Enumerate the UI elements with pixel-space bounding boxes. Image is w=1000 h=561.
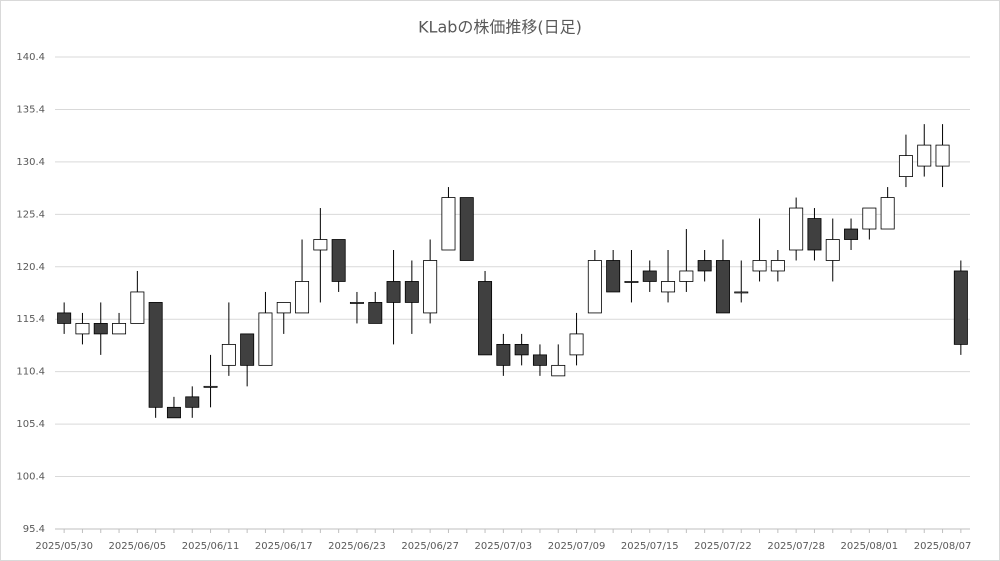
x-tick-label: 2025/07/28 bbox=[767, 541, 825, 552]
candle-body bbox=[624, 281, 639, 283]
y-tick-label: 110.4 bbox=[16, 367, 45, 378]
candle-body bbox=[349, 302, 364, 304]
candle-body bbox=[532, 354, 547, 366]
candle-body bbox=[93, 323, 108, 335]
candle-body bbox=[258, 312, 273, 366]
candle-body bbox=[587, 260, 602, 314]
candle-body bbox=[112, 323, 127, 335]
y-tick-label: 140.4 bbox=[16, 52, 45, 63]
x-tick-label: 2025/06/23 bbox=[328, 541, 386, 552]
candle-body bbox=[569, 333, 584, 356]
x-tick-label: 2025/08/01 bbox=[841, 541, 899, 552]
candle-body bbox=[789, 207, 804, 251]
x-tick-label: 2025/07/03 bbox=[475, 541, 533, 552]
candle-body bbox=[331, 239, 346, 282]
x-tick-label: 2025/06/17 bbox=[255, 541, 313, 552]
candle-body bbox=[166, 406, 181, 419]
candle-body bbox=[441, 197, 456, 251]
y-tick-label: 120.4 bbox=[16, 262, 45, 273]
candle-body bbox=[825, 239, 840, 261]
candle-body bbox=[917, 144, 932, 167]
candle-body bbox=[715, 260, 730, 314]
x-tick-label: 2025/07/15 bbox=[621, 541, 679, 552]
y-tick-label: 100.4 bbox=[16, 472, 45, 483]
candle-body bbox=[130, 291, 145, 324]
candle-body bbox=[295, 281, 310, 314]
candle-body bbox=[935, 144, 950, 167]
candle-body bbox=[148, 302, 163, 408]
x-tick-label: 2025/06/27 bbox=[401, 541, 459, 552]
y-tick-label: 105.4 bbox=[16, 419, 45, 430]
candle-body bbox=[807, 218, 822, 251]
x-tick-label: 2025/06/11 bbox=[182, 541, 240, 552]
candle-body bbox=[75, 323, 90, 335]
candle-body bbox=[313, 239, 328, 251]
y-tick-label: 115.4 bbox=[16, 314, 45, 325]
candle-body bbox=[423, 260, 438, 314]
candle-body bbox=[203, 385, 218, 388]
x-tick-label: 2025/07/09 bbox=[548, 541, 606, 552]
candle-body bbox=[953, 270, 968, 345]
chart-title: KLabの株価推移(日足) bbox=[418, 18, 582, 37]
x-tick-label: 2025/07/22 bbox=[694, 541, 752, 552]
candle-body bbox=[57, 312, 72, 324]
candle-body bbox=[386, 281, 401, 303]
candle-body bbox=[496, 343, 511, 366]
y-tick-label: 125.4 bbox=[16, 209, 45, 220]
candle-body bbox=[478, 281, 493, 356]
candle-body bbox=[221, 343, 236, 366]
candle-body bbox=[752, 260, 767, 272]
candle-body bbox=[734, 291, 749, 294]
candle-body bbox=[770, 260, 785, 272]
candle-body bbox=[514, 343, 529, 356]
x-tick-label: 2025/05/30 bbox=[35, 541, 93, 552]
candle-body bbox=[642, 270, 657, 282]
y-tick-label: 135.4 bbox=[16, 104, 45, 115]
candle-body bbox=[880, 197, 895, 230]
candle-body bbox=[862, 207, 877, 230]
y-tick-label: 95.4 bbox=[23, 524, 45, 535]
candle-body bbox=[368, 302, 383, 324]
candle-body bbox=[697, 260, 712, 272]
x-tick-label: 2025/08/07 bbox=[914, 541, 972, 552]
candle-body bbox=[898, 155, 913, 177]
candle-body bbox=[459, 197, 474, 261]
y-tick-label: 130.4 bbox=[16, 157, 45, 168]
candle-body bbox=[404, 281, 419, 303]
candle-body bbox=[185, 396, 200, 408]
candle-body bbox=[551, 364, 566, 377]
candle-body bbox=[844, 228, 859, 240]
candle-body bbox=[240, 333, 255, 366]
x-tick-label: 2025/06/05 bbox=[109, 541, 167, 552]
candle-body bbox=[679, 270, 694, 282]
candle-body bbox=[661, 281, 676, 293]
candle-body bbox=[606, 260, 621, 293]
candle-body bbox=[276, 302, 291, 314]
